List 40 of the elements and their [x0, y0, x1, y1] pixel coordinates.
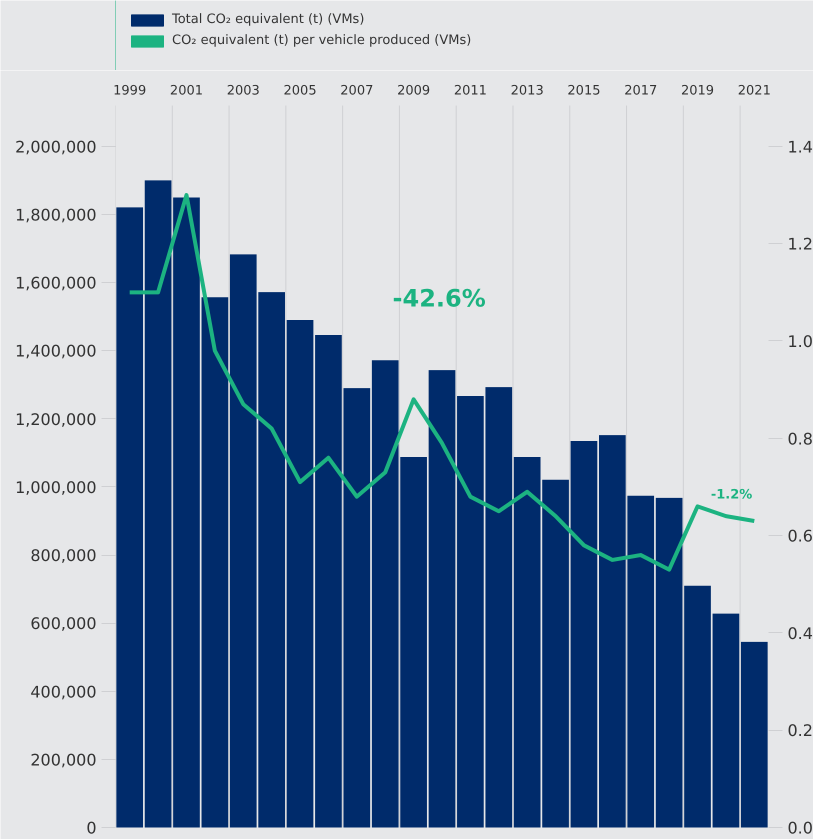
y-tick-label: 1,400,000	[15, 342, 97, 361]
y2-tick-label: 1.0	[788, 332, 813, 351]
y-tick-label: 1,000,000	[15, 478, 97, 497]
x-tick-label: 2005	[284, 84, 317, 98]
y-tick-label: 1,600,000	[15, 274, 97, 293]
annotation: -1.2%	[710, 488, 752, 503]
x-tick-label: 2003	[226, 84, 260, 98]
y-tick-label: 2,000,000	[15, 137, 97, 156]
x-tick-label: 1999	[113, 84, 146, 98]
x-tick-label: 2011	[454, 84, 487, 98]
line-series	[128, 193, 756, 572]
bar	[230, 254, 257, 828]
y-tick-label: 400,000	[30, 682, 97, 702]
bar	[627, 496, 654, 828]
x-tick-label: 2019	[680, 84, 714, 98]
bar	[485, 387, 512, 828]
x-tick-label: 2001	[170, 84, 204, 98]
y2-tick-label: 0.0	[788, 818, 813, 838]
legend-label: CO₂ equivalent (t) per vehicle produced (VMs)	[172, 33, 472, 48]
y-tick-label: 600,000	[30, 614, 97, 634]
y2-tick-label: 0.2	[788, 721, 813, 740]
y-tick-label: 1,200,000	[15, 410, 97, 429]
y2-tick-label: 1.4	[788, 137, 813, 156]
y-tick-label: 1,800,000	[15, 205, 97, 224]
x-tick-label: 2007	[340, 84, 374, 98]
y2-tick-label: 0.4	[788, 624, 813, 643]
y2-tick-label: 0.6	[788, 526, 813, 546]
y2-tick-label: 0.8	[788, 429, 813, 448]
x-tick-label: 2015	[567, 84, 601, 98]
y-tick-label: 800,000	[30, 546, 97, 566]
y-tick-label: 200,000	[30, 750, 97, 770]
annotation: -42.6%	[392, 284, 486, 313]
y2-tick-label: 1.2	[788, 234, 813, 254]
bar	[372, 360, 399, 828]
x-tick-label: 2017	[624, 84, 658, 98]
y-tick-label: 0	[86, 818, 97, 838]
x-tick-label: 2013	[510, 84, 544, 98]
x-tick-label: 2009	[397, 84, 430, 98]
legend-label: Total CO₂ equivalent (t) (VMs)	[172, 12, 364, 27]
x-tick-label: 2021	[738, 84, 771, 98]
